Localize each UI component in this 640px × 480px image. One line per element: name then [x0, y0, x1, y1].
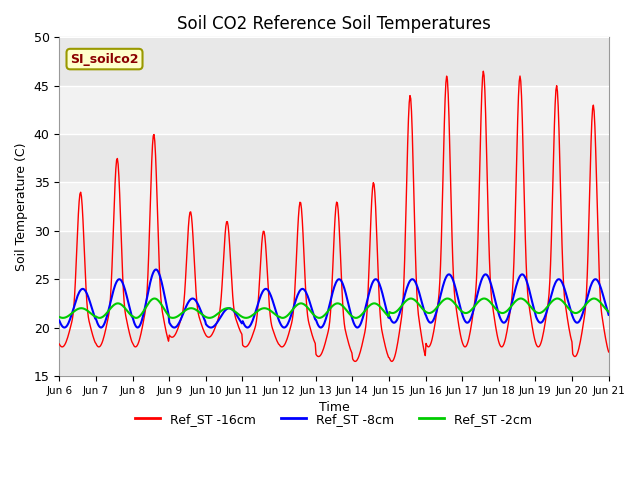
Title: Soil CO2 Reference Soil Temperatures: Soil CO2 Reference Soil Temperatures [177, 15, 491, 33]
Bar [60, 37, 609, 86]
Bar [60, 182, 609, 231]
Bar [60, 327, 609, 376]
Bar [60, 86, 609, 134]
Bar [60, 134, 609, 182]
Bar [60, 279, 609, 327]
X-axis label: Time: Time [319, 401, 349, 414]
Text: SI_soilco2: SI_soilco2 [70, 53, 139, 66]
Y-axis label: Soil Temperature (C): Soil Temperature (C) [15, 143, 28, 271]
Bar [60, 231, 609, 279]
Legend: Ref_ST -16cm, Ref_ST -8cm, Ref_ST -2cm: Ref_ST -16cm, Ref_ST -8cm, Ref_ST -2cm [131, 408, 538, 431]
